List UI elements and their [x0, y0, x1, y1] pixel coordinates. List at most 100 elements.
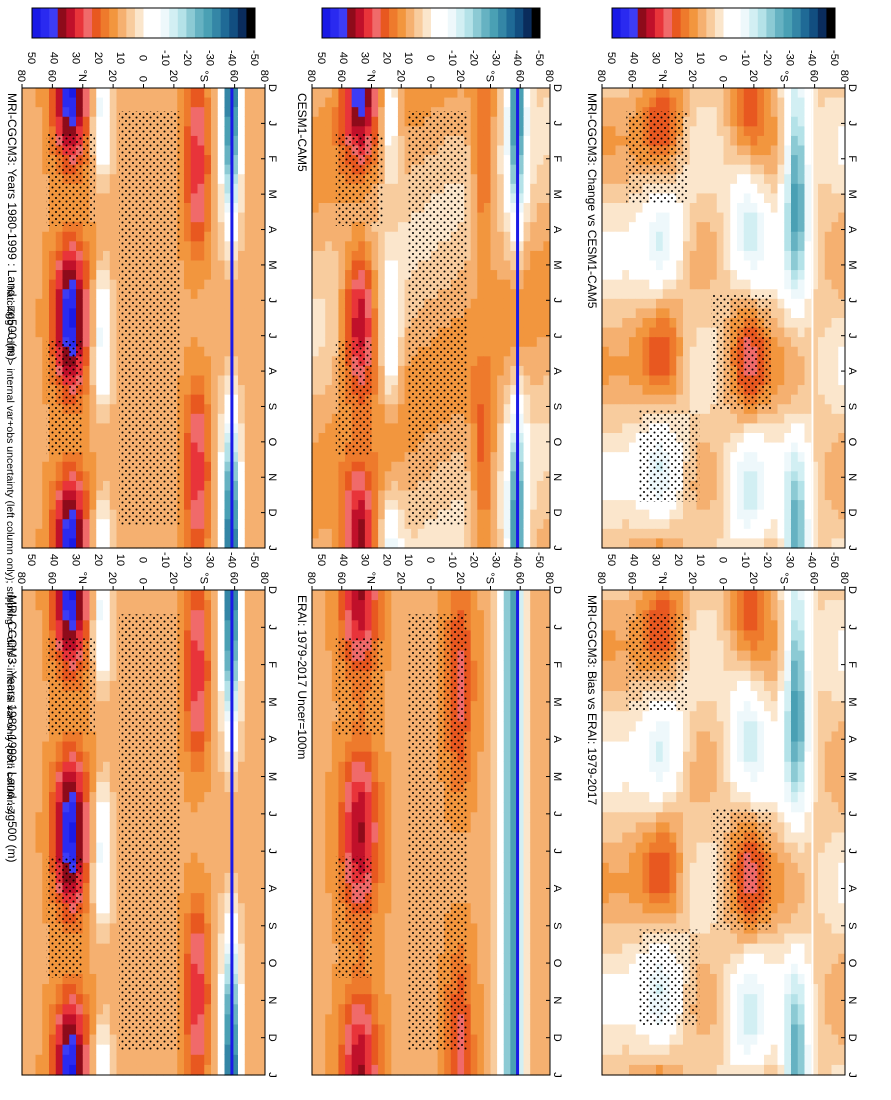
contour-cell: [61, 500, 70, 511]
contour-cell: [142, 1054, 151, 1066]
contour-cell: [217, 183, 225, 195]
contour-cell: [217, 500, 225, 511]
contour-cell: [542, 610, 550, 621]
colorbar-swatch: [177, 8, 187, 38]
contour-cell: [223, 490, 232, 501]
contour-cell: [237, 862, 245, 874]
contour-cell: [109, 250, 117, 262]
contour-cell: [82, 913, 90, 925]
contour-cell: [223, 337, 232, 348]
contour-cell: [503, 943, 511, 955]
contour-cell: [196, 394, 205, 405]
contour-cell: [28, 984, 36, 995]
contour-cell: [183, 442, 191, 453]
contour-cell: [217, 394, 225, 405]
contour-cell: [82, 620, 90, 632]
contour-cell: [196, 126, 205, 137]
contour-cell: [509, 771, 517, 783]
contour-cell: [351, 802, 359, 813]
contour-cell: [82, 404, 90, 415]
contour-cell: [82, 318, 90, 329]
contour-cell: [476, 620, 484, 632]
contour-cell: [55, 107, 63, 118]
contour-cell: [41, 812, 49, 823]
contour-cell: [384, 721, 392, 733]
contour-cell: [250, 183, 259, 195]
contour-cell: [489, 953, 498, 965]
contour-cell: [196, 222, 205, 233]
contour-cell: [250, 155, 259, 166]
contour-cell: [21, 711, 29, 722]
contour-cell: [390, 943, 398, 955]
contour-cell: [357, 620, 365, 632]
contour-cell: [109, 893, 117, 904]
contour-cell: [102, 903, 110, 914]
contour-cell: [21, 164, 29, 175]
contour-cell: [82, 751, 90, 763]
contour-cell: [61, 126, 70, 137]
contour-cell: [217, 610, 225, 621]
contour-cell: [217, 1034, 225, 1046]
contour-cell: [41, 241, 49, 252]
contour-cell: [190, 842, 198, 854]
contour-cell: [217, 852, 225, 864]
contour-cell: [210, 1064, 218, 1076]
contour-cell: [223, 356, 232, 367]
contour-cell: [203, 963, 211, 975]
contour-cell: [390, 741, 398, 753]
contour-cell: [34, 771, 43, 783]
contour-cell: [257, 872, 265, 884]
contour-cell: [41, 107, 49, 118]
contour-cell: [95, 731, 103, 743]
contour-cell: [183, 385, 191, 396]
colorbar-label: 0: [137, 55, 149, 61]
contour-cell: [41, 751, 49, 763]
contour-cell: [257, 538, 265, 549]
contour-cell: [237, 660, 245, 672]
contour-cell: [476, 842, 484, 854]
contour-cell: [21, 1064, 29, 1076]
contour-cell: [190, 88, 198, 99]
contour-cell: [237, 711, 245, 722]
contour-cell: [244, 893, 252, 904]
contour-cell: [257, 984, 265, 995]
contour-cell: [496, 832, 504, 844]
contour-cell: [223, 452, 232, 463]
contour-cell: [95, 423, 103, 434]
contour-cell: [21, 538, 29, 549]
contour-cell: [257, 832, 265, 844]
contour-cell: [536, 701, 544, 712]
contour-cell: [244, 711, 252, 722]
contour-cell: [21, 183, 29, 195]
contour-cell: [196, 701, 205, 712]
contour-cell: [257, 781, 265, 793]
contour-cell: [196, 691, 205, 702]
contour-cell: [377, 600, 385, 611]
contour-cell: [377, 741, 385, 753]
contour-cell: [61, 630, 70, 642]
contour-cell: [318, 650, 326, 662]
contour-cell: [28, 337, 36, 348]
contour-cell: [337, 761, 346, 773]
contour-cell: [34, 222, 43, 233]
contour-cell: [21, 241, 29, 252]
contour-cell: [136, 88, 144, 99]
contour-cell: [522, 923, 531, 935]
contour-cell: [122, 1054, 130, 1066]
lat-tick-label: 20: [106, 70, 118, 82]
contour-cell: [509, 711, 517, 722]
contour-cell: [210, 741, 218, 753]
contour-cell: [390, 883, 398, 894]
colorbar-swatch: [31, 8, 41, 38]
contour-cell: [351, 751, 359, 763]
month-tick-label: A: [266, 367, 278, 375]
contour-cell: [28, 660, 36, 672]
contour-cell: [250, 883, 259, 894]
contour-cell: [377, 953, 385, 965]
contour-cell: [196, 212, 205, 223]
contour-cell: [257, 231, 265, 242]
contour-cell: [95, 270, 103, 281]
contour-cell: [136, 590, 144, 601]
contour-cell: [536, 792, 544, 803]
contour-cell: [217, 822, 225, 834]
